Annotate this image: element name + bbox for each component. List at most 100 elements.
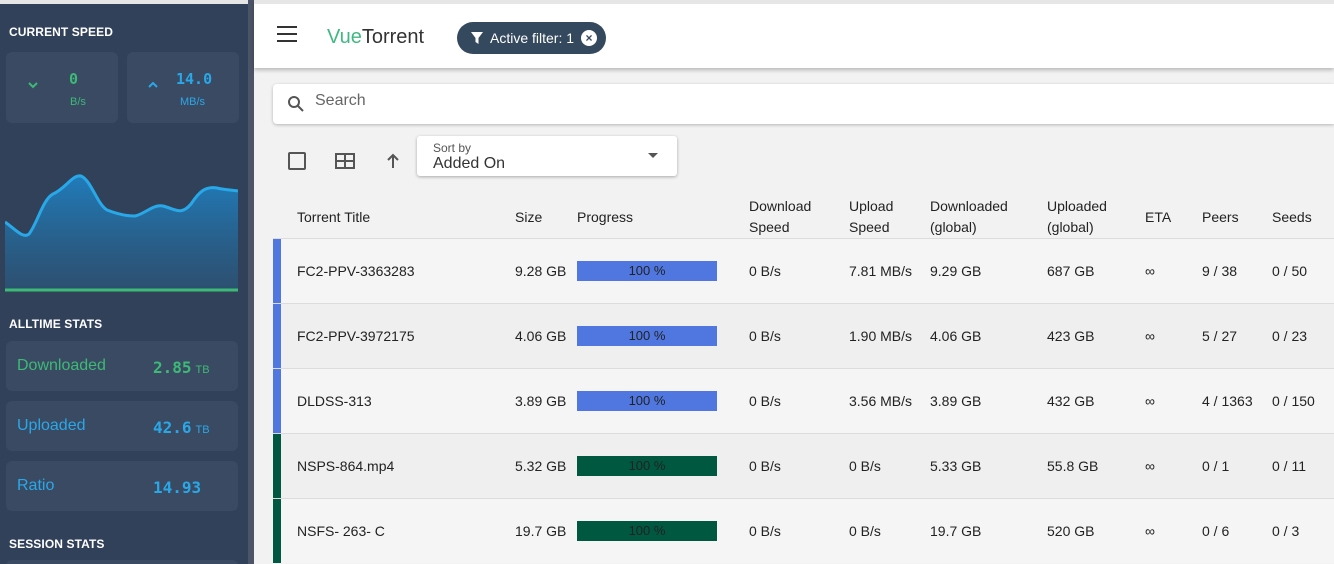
ratio-stat-card: Ratio 14.93 <box>6 461 238 511</box>
table-row[interactable]: NSFS- 263- C 19.7 GB 100 % 0 B/s 0 B/s 1… <box>273 498 1334 563</box>
upload-speed-value: 14.0 <box>176 70 213 88</box>
upload-speed: 0 B/s <box>849 433 930 499</box>
upload-area <box>5 175 238 290</box>
table-row[interactable]: DLDSS-313 3.89 GB 100 % 0 B/s 3.56 MB/s … <box>273 368 1334 434</box>
chevron-down-icon <box>28 82 38 89</box>
filter-icon <box>471 32 483 44</box>
header-size[interactable]: Size <box>515 208 543 225</box>
progress-label: 100 % <box>628 263 666 278</box>
header-uploaded-global[interactable]: Uploaded (global) <box>1047 198 1107 235</box>
header-eta[interactable]: ETA <box>1145 208 1172 225</box>
progress-label: 100 % <box>628 328 666 343</box>
upload-speed: 3.56 MB/s <box>849 368 930 434</box>
download-speed: 0 B/s <box>749 498 849 563</box>
uploaded-label: Uploaded <box>17 417 86 434</box>
ratio-value: 14.93 <box>153 478 202 497</box>
state-stripe <box>273 239 281 303</box>
torrent-size: 19.7 GB <box>515 498 577 563</box>
progress-bar: 100 % <box>577 521 717 541</box>
torrent-table: Torrent Title Size Progress Download Spe… <box>273 196 1334 563</box>
downloaded-value: 2.85 TB <box>153 358 210 377</box>
upload-speed: 1.90 MB/s <box>849 303 930 369</box>
progress-bar: 100 % <box>577 261 717 281</box>
torrent-name: FC2-PPV-3972175 <box>297 303 515 369</box>
speed-graph <box>5 174 238 292</box>
state-stripe-cell <box>273 498 297 563</box>
search-icon <box>288 96 304 112</box>
torrent-name: NSFS- 263- C <box>297 498 515 563</box>
header-seeds[interactable]: Seeds <box>1272 208 1312 225</box>
downloaded-global: 4.06 GB <box>930 303 1047 369</box>
header-downloaded-global[interactable]: Downloaded (global) <box>930 198 1008 235</box>
search-input[interactable] <box>315 92 915 110</box>
downloaded-global: 3.89 GB <box>930 368 1047 434</box>
clear-filter-icon[interactable]: × <box>581 30 597 46</box>
progress-fill <box>577 326 717 346</box>
table-row[interactable]: FC2-PPV-3972175 4.06 GB 100 % 0 B/s 1.90… <box>273 303 1334 369</box>
upload-speed: 0 B/s <box>849 498 930 563</box>
session-stat-card <box>6 560 238 564</box>
download-speed-value: 0 <box>69 70 79 88</box>
state-stripe-cell <box>273 433 297 499</box>
state-stripe-cell <box>273 368 297 434</box>
progress-label: 100 % <box>628 458 666 473</box>
table-row[interactable]: FC2-PPV-3363283 9.28 GB 100 % 0 B/s 7.81… <box>273 238 1334 304</box>
ratio-label: Ratio <box>17 477 55 494</box>
seeds: 0 / 11 <box>1272 433 1334 499</box>
header-torrent-title[interactable]: Torrent Title <box>297 208 371 225</box>
uploaded-global: 520 GB <box>1047 498 1145 563</box>
eta: ∞ <box>1145 433 1202 499</box>
header-upload-speed[interactable]: Upload Speed <box>849 198 894 235</box>
progress-fill <box>577 261 717 281</box>
downloaded-global: 9.29 GB <box>930 238 1047 304</box>
table-row[interactable]: NSPS-864.mp4 5.32 GB 100 % 0 B/s 0 B/s 5… <box>273 433 1334 499</box>
peers: 4 / 1363 <box>1202 368 1272 434</box>
upload-speed: 7.81 MB/s <box>849 238 930 304</box>
torrent-name: NSPS-864.mp4 <box>297 433 515 499</box>
state-stripe <box>273 434 281 498</box>
hamburger-menu-icon[interactable] <box>277 26 297 42</box>
uploaded-value: 42.6 TB <box>153 418 210 437</box>
sidebar-scrollbar[interactable] <box>248 0 254 564</box>
alltime-stats-title: ALLTIME STATS <box>9 317 103 331</box>
sort-by-select[interactable]: Sort by Added On <box>417 136 677 176</box>
progress-bar: 100 % <box>577 391 717 411</box>
uploaded-stat-card: Uploaded 42.6 TB <box>6 401 238 451</box>
progress-cell: 100 % <box>577 238 749 304</box>
torrent-size: 3.89 GB <box>515 368 577 434</box>
peers: 0 / 6 <box>1202 498 1272 563</box>
dropdown-caret-icon <box>648 153 658 158</box>
progress-cell: 100 % <box>577 433 749 499</box>
uploaded-global: 55.8 GB <box>1047 433 1145 499</box>
progress-fill <box>577 456 717 476</box>
header-download-speed[interactable]: Download Speed <box>749 198 812 235</box>
select-all-checkbox-icon[interactable] <box>286 150 308 172</box>
peers: 9 / 38 <box>1202 238 1272 304</box>
header-spacer <box>273 196 297 239</box>
uploaded-global: 432 GB <box>1047 368 1145 434</box>
progress-cell: 100 % <box>577 303 749 369</box>
sidebar: CURRENT SPEED 0 B/s 14.0 MB/s ALLTIME ST… <box>0 0 248 564</box>
search-bar <box>273 84 1334 124</box>
sort-direction-arrow-up-icon[interactable] <box>382 150 404 172</box>
progress-bar: 100 % <box>577 456 717 476</box>
active-filter-chip[interactable]: Active filter: 1 × <box>457 22 606 54</box>
sort-by-value: Added On <box>433 155 506 172</box>
state-stripe <box>273 304 281 368</box>
seeds: 0 / 3 <box>1272 498 1334 563</box>
seeds: 0 / 150 <box>1272 368 1334 434</box>
eta: ∞ <box>1145 368 1202 434</box>
progress-label: 100 % <box>628 393 666 408</box>
download-speed: 0 B/s <box>749 303 849 369</box>
eta: ∞ <box>1145 238 1202 304</box>
download-speed-card: 0 B/s <box>6 52 118 123</box>
app-brand: VueTorrent <box>327 26 425 48</box>
chevron-up-icon <box>148 81 158 88</box>
session-stats-title: SESSION STATS <box>9 537 105 551</box>
seeds: 0 / 50 <box>1272 238 1334 304</box>
table-columns-icon[interactable] <box>334 150 356 172</box>
torrent-size: 4.06 GB <box>515 303 577 369</box>
header-peers[interactable]: Peers <box>1202 208 1239 225</box>
header-progress[interactable]: Progress <box>577 208 634 225</box>
eta: ∞ <box>1145 498 1202 563</box>
